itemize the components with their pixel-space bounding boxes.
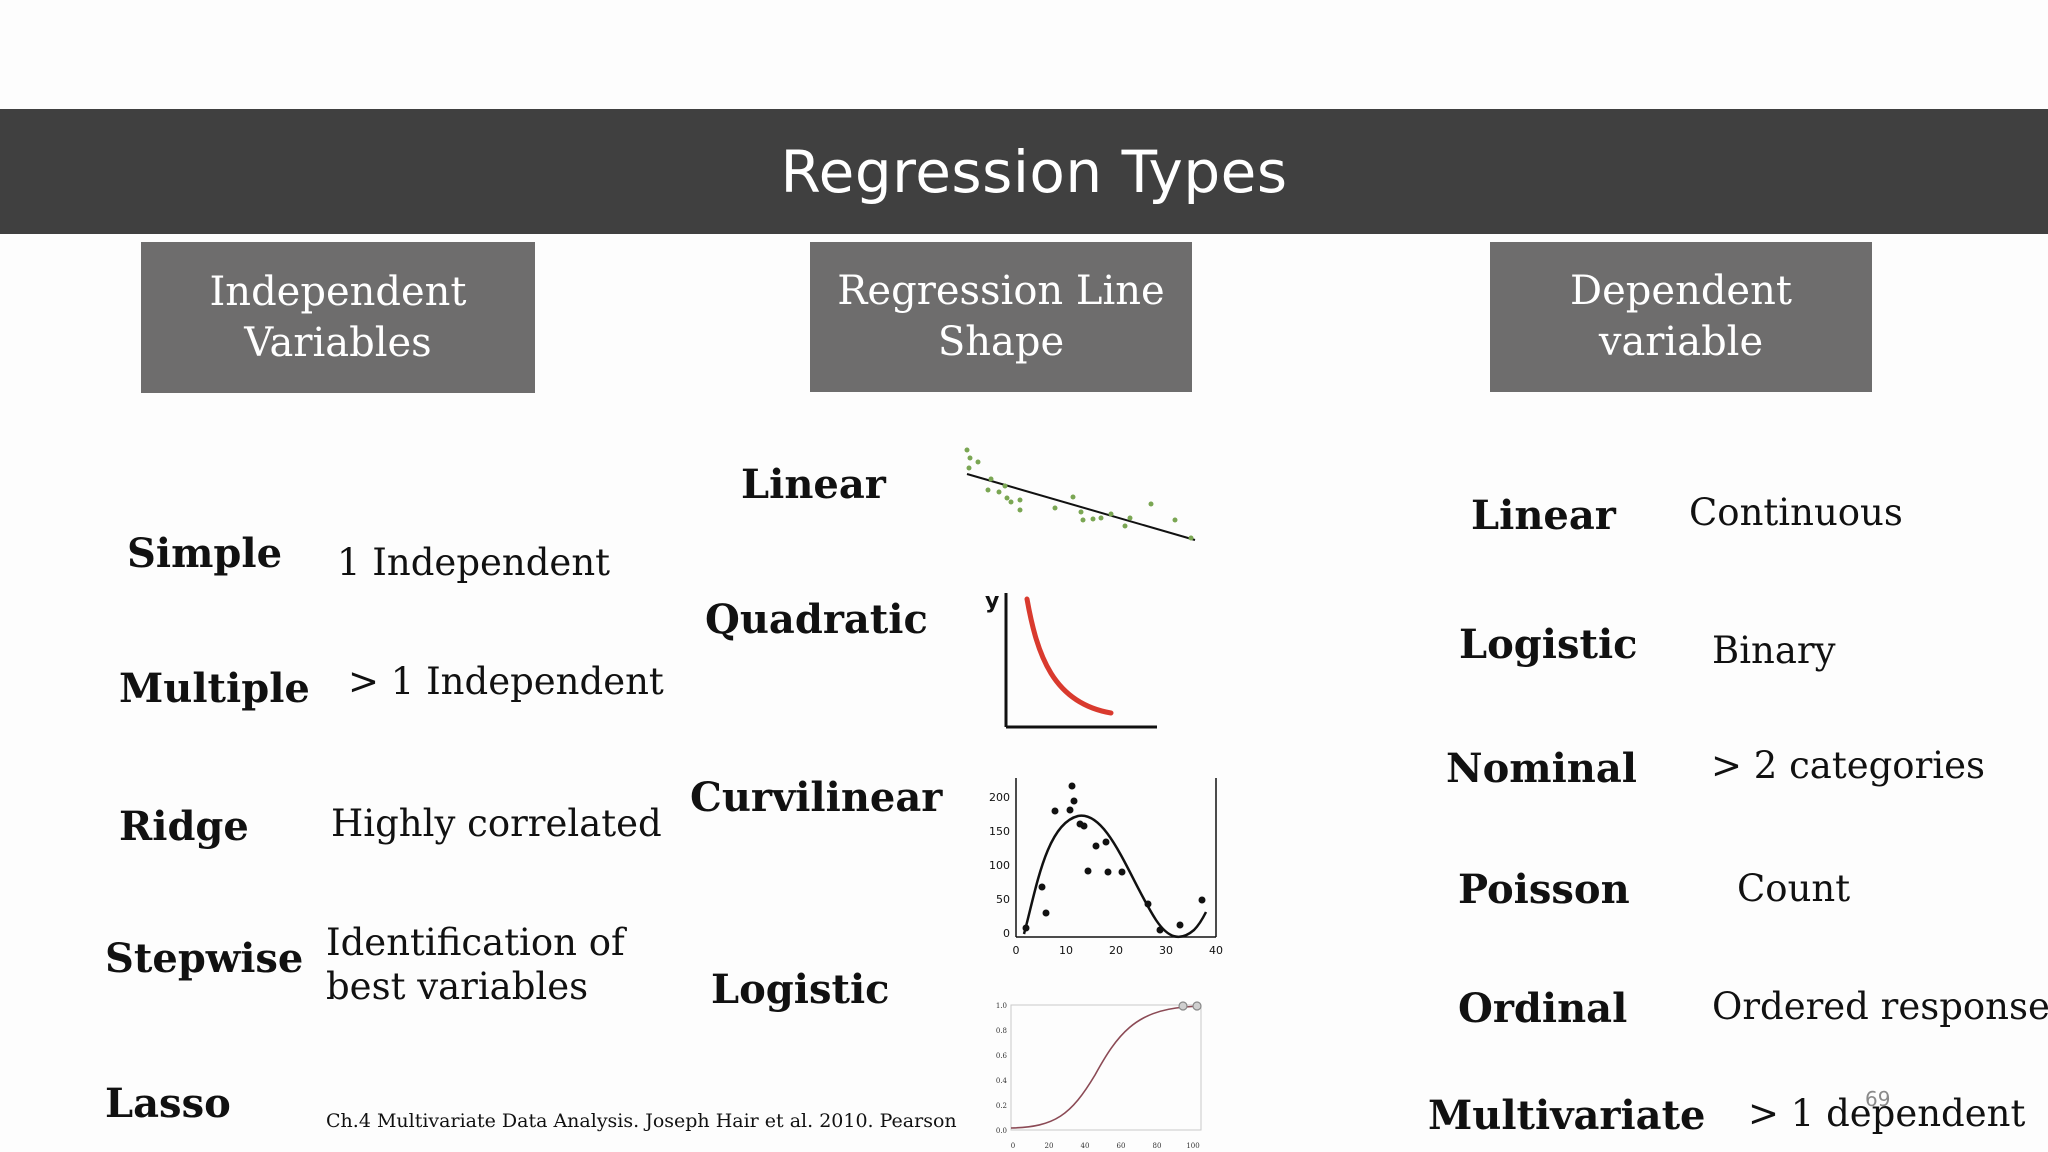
quadratic-y-axis-label: y	[985, 589, 999, 614]
dep-term-ordinal: Ordinal	[1458, 985, 1628, 1032]
curvilinear-x-tick: 0	[1013, 944, 1020, 957]
title-bar: Regression Types	[0, 109, 2048, 234]
desc-stepwise-line1: Identification of	[326, 921, 625, 964]
curvilinear-x-tick: 10	[1059, 944, 1073, 957]
linear-scatter-figure	[964, 447, 1196, 541]
logistic-x-tick: 0	[1011, 1142, 1015, 1150]
logistic-y-tick: 0.2	[996, 1102, 1007, 1110]
dep-desc-ordered-response: Ordered response	[1712, 985, 2048, 1028]
linear-fit-line	[966, 473, 1196, 541]
page-number: 69	[1865, 1087, 1891, 1111]
header-dependent-label: Dependent variable	[1570, 268, 1792, 365]
curvilinear-y-tick: 100	[989, 859, 1010, 872]
logistic-y-tick: 0.8	[996, 1027, 1007, 1035]
logistic-plot-frame	[1010, 1004, 1202, 1131]
curvilinear-x-tick: 30	[1159, 944, 1173, 957]
dep-desc-multiple-dependent: > 1 dependent	[1748, 1092, 2026, 1135]
dep-desc-continuous: Continuous	[1689, 491, 1903, 534]
logistic-y-tick: 0.0	[996, 1127, 1007, 1135]
curvilinear-y-tick: 50	[996, 893, 1010, 906]
desc-stepwise-line2: best variables	[326, 965, 589, 1008]
header-independent-label: Independent Variables	[209, 268, 467, 366]
logistic-x-tick: 20	[1045, 1142, 1054, 1150]
curvilinear-y-tick: 0	[1003, 927, 1010, 940]
desc-simple: 1 Independent	[337, 541, 611, 584]
header-shape-label: Regression Line Shape	[837, 268, 1165, 365]
shape-linear: Linear	[741, 461, 886, 508]
logistic-x-tick: 80	[1153, 1142, 1162, 1150]
logistic-x-tick: 60	[1117, 1142, 1126, 1150]
curvilinear-curve	[1022, 814, 1208, 939]
curvilinear-y-tick: 150	[989, 825, 1010, 838]
curvilinear-x-tick: 20	[1109, 944, 1123, 957]
dep-term-logistic: Logistic	[1459, 621, 1638, 668]
logistic-y-tick: 1.0	[996, 1002, 1007, 1010]
logistic-points	[1178, 1001, 1202, 1011]
shape-logistic: Logistic	[711, 966, 890, 1013]
dep-desc-count: Count	[1737, 867, 1851, 910]
desc-ridge: Highly correlated	[331, 802, 662, 845]
dep-desc-binary: Binary	[1712, 629, 1836, 672]
header-independent-variables: Independent Variables	[141, 242, 535, 393]
shape-quadratic: Quadratic	[705, 596, 928, 643]
curvilinear-y-tick: 200	[989, 791, 1010, 804]
term-lasso: Lasso	[105, 1080, 231, 1127]
logistic-curve	[1010, 1005, 1200, 1129]
logistic-x-tick: 100	[1186, 1142, 1199, 1150]
quadratic-curve-figure: y	[985, 589, 1157, 729]
curvilinear-figure: 200 150 100 50 0 0 10 20 30 40	[989, 778, 1223, 957]
logistic-figure: 1.0 0.8 0.6 0.4 0.2 0.0 0 20 40 60 80 10…	[996, 1001, 1202, 1150]
dep-desc-categories: > 2 categories	[1711, 744, 1985, 787]
shape-curvilinear: Curvilinear	[690, 774, 943, 821]
term-ridge: Ridge	[119, 803, 249, 850]
citation: Ch.4 Multivariate Data Analysis. Joseph …	[326, 1110, 957, 1132]
logistic-x-tick: 40	[1081, 1142, 1090, 1150]
term-multiple: Multiple	[119, 665, 310, 712]
term-stepwise: Stepwise	[105, 935, 304, 982]
header-regression-line-shape: Regression Line Shape	[810, 242, 1192, 392]
dep-term-multivariate: Multivariate	[1428, 1092, 1706, 1139]
logistic-y-tick: 0.4	[996, 1077, 1008, 1085]
term-simple: Simple	[127, 530, 283, 577]
header-dependent-variable: Dependent variable	[1490, 242, 1872, 392]
curvilinear-x-tick: 40	[1209, 944, 1223, 957]
slide-title: Regression Types	[780, 137, 1288, 206]
curvilinear-points	[1022, 782, 1206, 934]
quadratic-curve	[1024, 596, 1114, 716]
desc-multiple: > 1 Independent	[348, 660, 664, 703]
dep-term-nominal: Nominal	[1446, 745, 1637, 792]
dep-term-poisson: Poisson	[1458, 866, 1630, 913]
dep-term-linear: Linear	[1471, 492, 1616, 539]
logistic-y-tick: 0.6	[996, 1052, 1008, 1060]
linear-scatter-points	[964, 447, 1194, 541]
